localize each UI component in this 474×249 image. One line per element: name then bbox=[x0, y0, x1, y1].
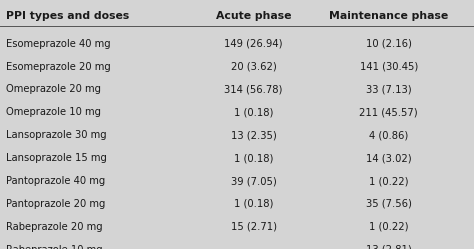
Text: 15 (2.71): 15 (2.71) bbox=[230, 222, 277, 232]
Text: PPI types and doses: PPI types and doses bbox=[6, 11, 129, 21]
Text: 14 (3.02): 14 (3.02) bbox=[366, 153, 411, 163]
Text: Pantoprazole 40 mg: Pantoprazole 40 mg bbox=[6, 176, 105, 186]
Text: Acute phase: Acute phase bbox=[216, 11, 292, 21]
Text: Rabeprazole 10 mg: Rabeprazole 10 mg bbox=[6, 245, 102, 249]
Text: 4 (0.86): 4 (0.86) bbox=[369, 130, 408, 140]
Text: 1 (0.22): 1 (0.22) bbox=[369, 176, 409, 186]
Text: Maintenance phase: Maintenance phase bbox=[329, 11, 448, 21]
Text: Lansoprazole 30 mg: Lansoprazole 30 mg bbox=[6, 130, 106, 140]
Text: 1 (0.22): 1 (0.22) bbox=[369, 222, 409, 232]
Text: 1 (0.18): 1 (0.18) bbox=[234, 153, 273, 163]
Text: Rabeprazole 20 mg: Rabeprazole 20 mg bbox=[6, 222, 102, 232]
Text: 35 (7.56): 35 (7.56) bbox=[366, 199, 411, 209]
Text: 13 (2.81): 13 (2.81) bbox=[366, 245, 411, 249]
Text: 314 (56.78): 314 (56.78) bbox=[224, 84, 283, 94]
Text: 33 (7.13): 33 (7.13) bbox=[366, 84, 411, 94]
Text: 13 (2.35): 13 (2.35) bbox=[231, 130, 276, 140]
Text: 39 (7.05): 39 (7.05) bbox=[231, 176, 276, 186]
Text: 1 (0.18): 1 (0.18) bbox=[234, 199, 273, 209]
Text: 20 (3.62): 20 (3.62) bbox=[231, 62, 276, 71]
Text: 1 (0.18): 1 (0.18) bbox=[234, 107, 273, 117]
Text: Esomeprazole 20 mg: Esomeprazole 20 mg bbox=[6, 62, 110, 71]
Text: Esomeprazole 40 mg: Esomeprazole 40 mg bbox=[6, 39, 110, 49]
Text: Omeprazole 10 mg: Omeprazole 10 mg bbox=[6, 107, 100, 117]
Text: 10 (2.16): 10 (2.16) bbox=[366, 39, 411, 49]
Text: 149 (26.94): 149 (26.94) bbox=[224, 39, 283, 49]
Text: 211 (45.57): 211 (45.57) bbox=[359, 107, 418, 117]
Text: Omeprazole 20 mg: Omeprazole 20 mg bbox=[6, 84, 100, 94]
Text: 141 (30.45): 141 (30.45) bbox=[360, 62, 418, 71]
Text: Pantoprazole 20 mg: Pantoprazole 20 mg bbox=[6, 199, 105, 209]
Text: Lansoprazole 15 mg: Lansoprazole 15 mg bbox=[6, 153, 107, 163]
